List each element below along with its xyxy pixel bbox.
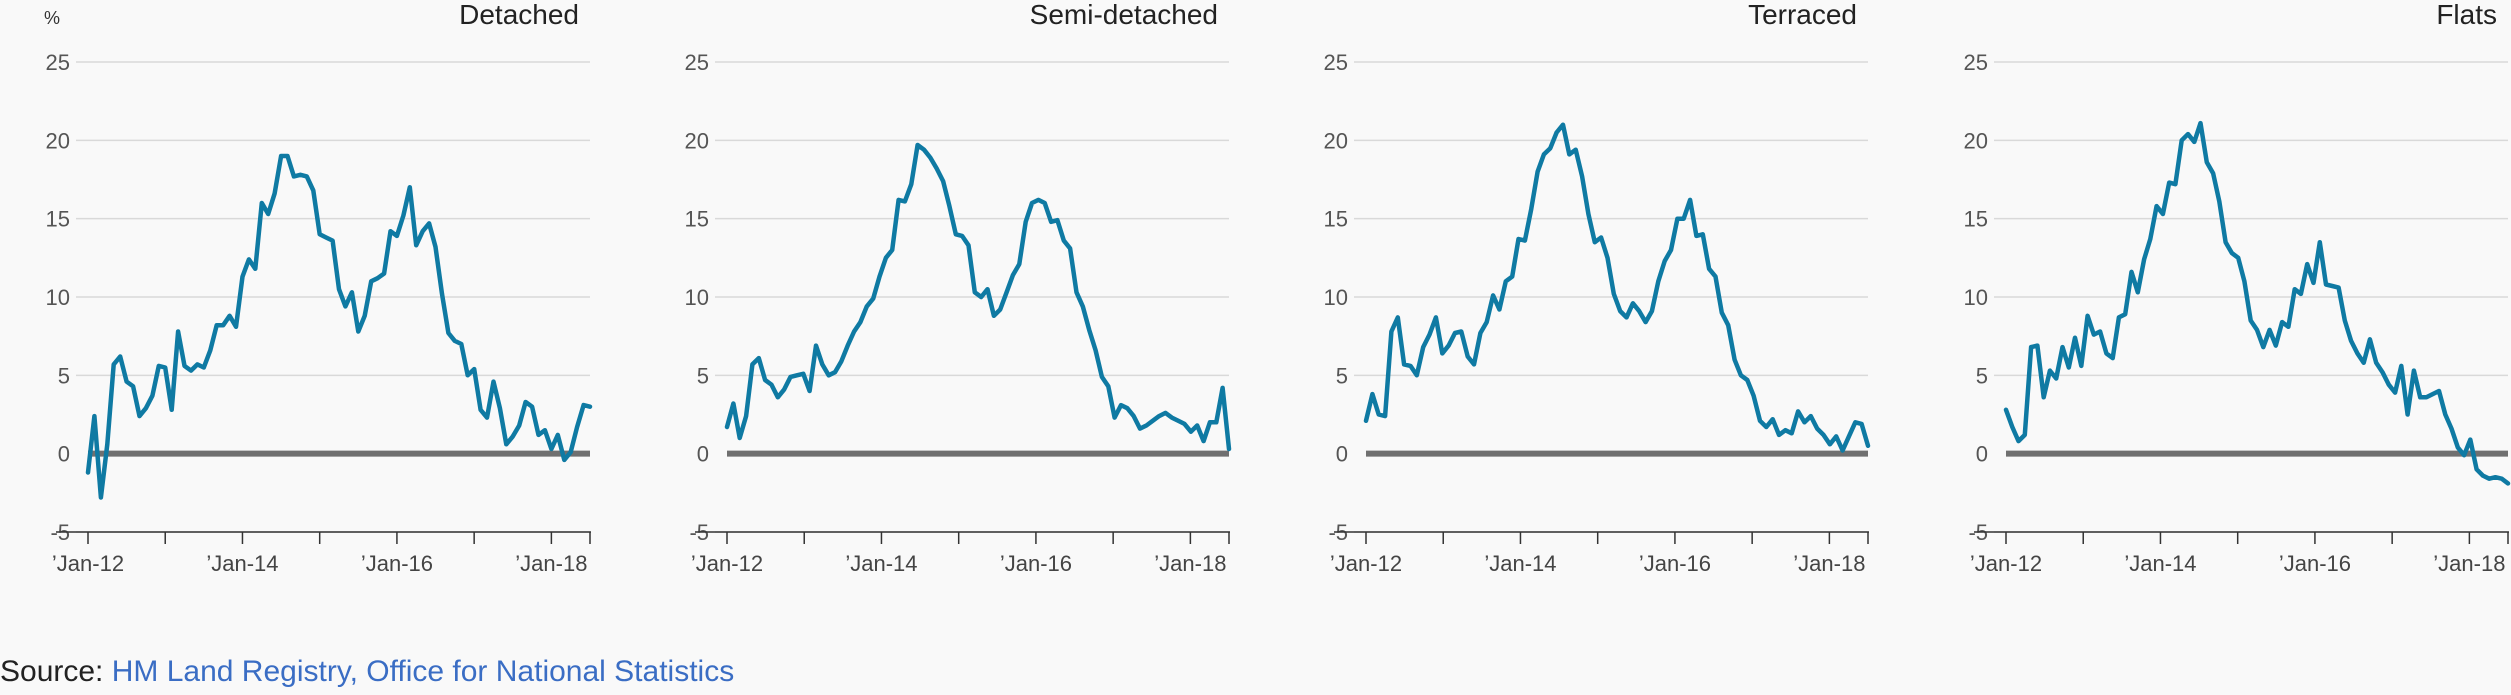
- x-tick-label: ’Jan-18: [1793, 551, 1865, 576]
- source-prefix: Source:: [0, 655, 104, 688]
- x-tick-label: ’Jan-16: [1000, 551, 1072, 576]
- y-tick-label: 25: [1964, 50, 1988, 75]
- series-line: [724, 142, 1232, 452]
- y-tick-label: 15: [46, 207, 70, 232]
- series-line: [1363, 122, 1871, 453]
- x-tick-label: ’Jan-12: [1330, 551, 1402, 576]
- y-tick-label: 10: [685, 285, 709, 310]
- y-tick-label: 0: [58, 442, 70, 467]
- series-line: [85, 153, 593, 500]
- x-tick-label: ’Jan-12: [52, 551, 124, 576]
- y-tick-label: 25: [1324, 50, 1348, 75]
- y-tick-label: 0: [1336, 442, 1348, 467]
- source-note: Source: HM Land Registry, Office for Nat…: [0, 655, 734, 689]
- source-link[interactable]: HM Land Registry, Office for National St…: [111, 655, 735, 688]
- y-tick-label: 0: [697, 442, 709, 467]
- y-tick-label: 20: [1964, 128, 1988, 153]
- x-tick-label: ’Jan-14: [2124, 551, 2196, 576]
- y-tick-label: 15: [685, 207, 709, 232]
- y-tick-label: 0: [1976, 442, 1988, 467]
- chart-title: Terraced: [1748, 0, 1857, 30]
- y-tick-label: 10: [46, 285, 70, 310]
- y-tick-label: 20: [685, 128, 709, 153]
- x-tick-label: ’Jan-18: [2433, 551, 2505, 576]
- x-tick-label: ’Jan-12: [1970, 551, 2042, 576]
- y-tick-label: 5: [697, 363, 709, 388]
- y-tick-label: 25: [685, 50, 709, 75]
- x-tick-label: ’Jan-12: [691, 551, 763, 576]
- y-tick-label: 10: [1964, 285, 1988, 310]
- y-tick-label: 15: [1964, 207, 1988, 232]
- series-line: [2003, 120, 2511, 486]
- y-tick-label: 20: [1324, 128, 1348, 153]
- x-tick-label: ’Jan-14: [845, 551, 917, 576]
- chart-title: Flats: [2436, 0, 2497, 30]
- chart-title: Detached: [459, 0, 579, 30]
- x-tick-label: ’Jan-16: [1639, 551, 1711, 576]
- y-tick-label: 25: [46, 50, 70, 75]
- x-tick-label: ’Jan-14: [206, 551, 278, 576]
- x-tick-label: ’Jan-16: [2279, 551, 2351, 576]
- y-unit-label: %: [44, 8, 60, 28]
- y-tick-label: 5: [1336, 363, 1348, 388]
- x-tick-label: ’Jan-14: [1484, 551, 1556, 576]
- y-tick-label: 15: [1324, 207, 1348, 232]
- x-tick-label: ’Jan-18: [515, 551, 587, 576]
- y-tick-label: 5: [1976, 363, 1988, 388]
- y-tick-label: 10: [1324, 285, 1348, 310]
- x-tick-label: ’Jan-18: [1154, 551, 1226, 576]
- chart-title: Semi-detached: [1030, 0, 1218, 30]
- y-tick-label: 20: [46, 128, 70, 153]
- y-tick-label: 5: [58, 363, 70, 388]
- x-tick-label: ’Jan-16: [361, 551, 433, 576]
